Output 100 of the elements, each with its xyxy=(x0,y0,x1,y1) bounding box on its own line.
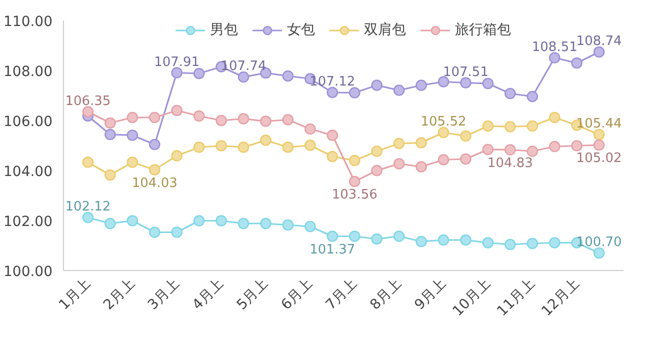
point xyxy=(304,220,316,232)
point xyxy=(260,218,272,230)
legend-label: 男包 xyxy=(210,21,238,39)
y-tick-label: 102.00 xyxy=(4,214,53,230)
point xyxy=(260,134,272,146)
point xyxy=(438,234,450,246)
y-tick-label: 108.00 xyxy=(4,64,53,80)
point xyxy=(348,176,360,188)
point xyxy=(104,218,116,230)
legend-label: 旅行箱包 xyxy=(455,21,511,39)
data-label: 107.91 xyxy=(154,54,200,70)
point xyxy=(526,120,538,132)
point xyxy=(348,154,360,166)
point xyxy=(504,144,516,156)
point xyxy=(148,226,160,238)
y-tick-label: 100.00 xyxy=(4,264,53,280)
x-tick-label: 11月上 xyxy=(494,276,538,320)
point xyxy=(171,150,182,162)
point xyxy=(526,90,538,102)
x-tick-label: 8月上 xyxy=(367,276,405,314)
point xyxy=(216,215,227,226)
point xyxy=(282,219,294,231)
data-label: 101.37 xyxy=(310,242,356,258)
point xyxy=(526,146,538,157)
x-tick-label: 7月上 xyxy=(322,276,360,314)
point xyxy=(282,70,294,82)
point xyxy=(82,106,94,118)
point xyxy=(238,71,250,83)
point xyxy=(104,117,116,129)
point xyxy=(238,218,250,230)
point xyxy=(416,161,427,172)
point xyxy=(371,233,382,245)
point xyxy=(593,139,605,151)
point xyxy=(82,212,94,224)
point xyxy=(238,113,250,124)
data-label: 105.02 xyxy=(576,151,622,166)
y-tick-label: 106.00 xyxy=(4,114,53,130)
point xyxy=(460,130,472,142)
point xyxy=(326,230,338,242)
point xyxy=(460,234,472,246)
legend-label: 女包 xyxy=(287,21,315,39)
point xyxy=(348,230,360,242)
point xyxy=(216,114,227,126)
point xyxy=(593,128,605,140)
point xyxy=(393,230,405,242)
point xyxy=(504,238,516,250)
point xyxy=(416,137,427,148)
x-tick-label: 6月上 xyxy=(278,276,316,314)
point xyxy=(460,77,472,88)
point xyxy=(282,142,294,153)
point xyxy=(82,156,94,168)
data-label: 105.52 xyxy=(420,114,466,130)
data-label: 104.83 xyxy=(487,156,533,171)
point xyxy=(326,130,338,141)
point xyxy=(171,226,182,238)
x-tick-label: 12月上 xyxy=(538,276,582,320)
legend-label: 双肩包 xyxy=(364,21,406,39)
point xyxy=(304,140,316,151)
data-label: 106.35 xyxy=(65,94,111,109)
point xyxy=(504,88,516,100)
point xyxy=(504,121,516,132)
point xyxy=(548,237,560,248)
point xyxy=(193,110,205,122)
point xyxy=(460,153,472,165)
point xyxy=(393,84,405,96)
point xyxy=(171,67,182,78)
point xyxy=(593,247,605,259)
y-tick-label: 110.00 xyxy=(4,14,53,30)
point xyxy=(482,237,494,248)
point xyxy=(571,57,582,69)
x-tick-label: 5月上 xyxy=(234,276,272,314)
point xyxy=(238,142,250,153)
point xyxy=(148,164,160,176)
x-tick-label: 9月上 xyxy=(412,276,450,314)
point xyxy=(104,128,116,140)
y-tick-label: 104.00 xyxy=(4,164,53,180)
point xyxy=(416,236,427,248)
point xyxy=(371,146,382,157)
point xyxy=(593,46,605,58)
point xyxy=(416,80,427,91)
point xyxy=(126,130,138,141)
x-tick-label: 2月上 xyxy=(100,276,138,314)
point xyxy=(126,156,138,168)
point xyxy=(438,76,450,88)
x-tick-label: 4月上 xyxy=(190,276,227,314)
point xyxy=(393,138,405,150)
point xyxy=(348,87,360,98)
data-label: 108.51 xyxy=(532,40,578,55)
point xyxy=(438,154,450,166)
point xyxy=(393,158,405,170)
x-tick-label: 1月上 xyxy=(56,276,94,314)
x-tick-label: 3月上 xyxy=(145,276,182,314)
point xyxy=(171,104,182,116)
point xyxy=(526,238,538,250)
point xyxy=(482,144,494,156)
point xyxy=(126,215,138,226)
point xyxy=(482,120,494,132)
point xyxy=(371,80,382,91)
point xyxy=(438,126,450,138)
point xyxy=(548,52,560,64)
